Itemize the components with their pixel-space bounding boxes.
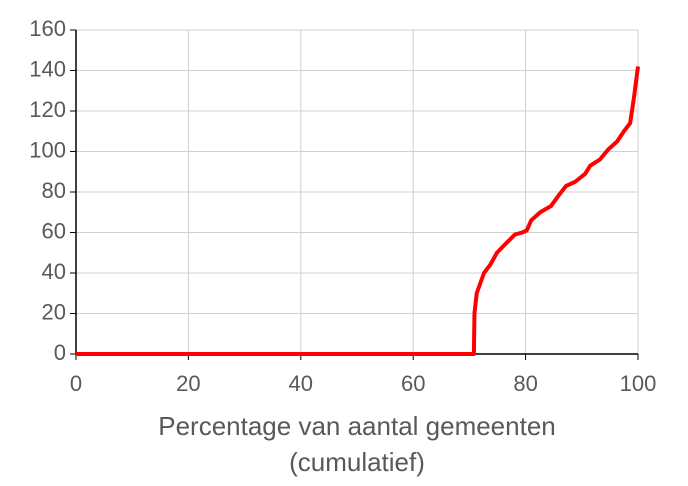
y-tick-label: 60 [42,218,66,243]
y-tick-label: 140 [29,56,66,81]
x-axis-label: (cumulatief) [289,447,425,477]
y-tick-label: 120 [29,97,66,122]
x-tick-label: 100 [620,371,657,396]
x-tick-label: 80 [513,371,537,396]
x-tick-label: 40 [289,371,313,396]
y-tick-label: 20 [42,299,66,324]
y-tick-label: 160 [29,16,66,41]
x-tick-label: 60 [401,371,425,396]
x-tick-label: 20 [176,371,200,396]
x-tick-label: 0 [70,371,82,396]
x-axis-label: Percentage van aantal gemeenten [158,411,556,441]
data-line [76,66,640,356]
y-tick-label: 40 [42,259,66,284]
y-tick-label: 80 [42,178,66,203]
y-tick-label: 100 [29,137,66,162]
y-tick-label: 0 [54,340,66,365]
